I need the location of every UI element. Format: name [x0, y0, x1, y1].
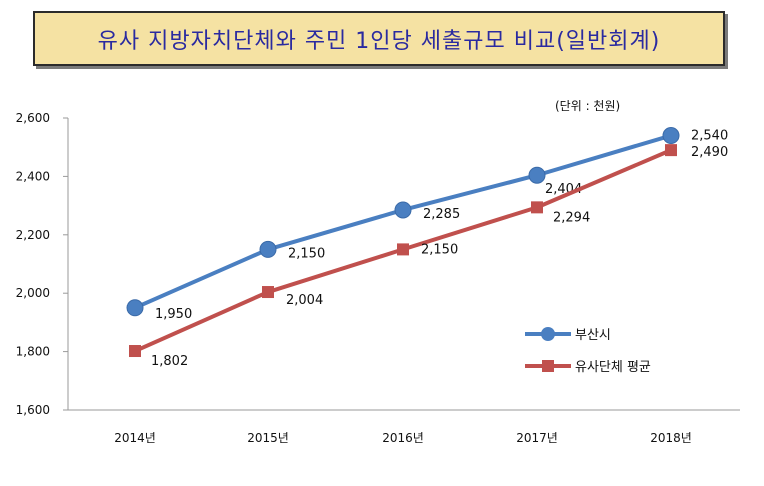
legend-swatch-marker	[542, 360, 554, 372]
x-tick-label: 2017년	[516, 431, 558, 445]
data-label: 2,150	[421, 242, 458, 257]
unit-label: (단위 : 천원)	[555, 99, 621, 113]
data-point-marker	[394, 201, 412, 219]
y-tick-label: 1,800	[16, 345, 50, 359]
data-label: 2,004	[286, 293, 323, 308]
data-label: 2,490	[691, 145, 728, 160]
chart-title: 유사 지방자치단체와 주민 1인당 세출규모 비교(일반회계)	[97, 28, 661, 54]
data-label: 2,540	[691, 129, 728, 144]
x-tick-label: 2014년	[114, 431, 156, 445]
data-label: 2,294	[553, 210, 590, 225]
x-tick-label: 2015년	[247, 431, 289, 445]
x-tick-label: 2018년	[650, 431, 692, 445]
legend-label: 유사단체 평균	[575, 360, 651, 375]
legend-label: 부산시	[575, 328, 611, 343]
chart-title-box: 유사 지방자치단체와 주민 1인당 세출규모 비교(일반회계)	[33, 11, 725, 66]
data-label: 2,150	[288, 246, 325, 261]
y-tick-label: 2,000	[16, 286, 50, 300]
data-point-marker	[662, 127, 680, 145]
series-line-1	[134, 133, 672, 310]
data-point-marker	[665, 144, 677, 157]
data-point-marker	[129, 345, 141, 358]
x-tick-label: 2016년	[382, 431, 424, 445]
data-point-marker	[531, 201, 543, 214]
y-tick-label: 2,600	[16, 111, 50, 125]
data-label: 1,950	[155, 307, 192, 322]
y-tick-label: 2,200	[16, 228, 50, 242]
data-label: 1,802	[151, 354, 188, 369]
data-point-marker	[259, 240, 277, 258]
data-label: 2,285	[423, 207, 460, 222]
data-point-marker	[528, 166, 546, 184]
legend-swatch-marker	[541, 327, 555, 341]
data-point-marker	[126, 299, 144, 317]
y-tick-label: 1,600	[16, 403, 50, 417]
data-point-marker	[262, 286, 274, 299]
y-tick-label: 2,400	[16, 169, 50, 183]
data-point-marker	[397, 243, 409, 256]
